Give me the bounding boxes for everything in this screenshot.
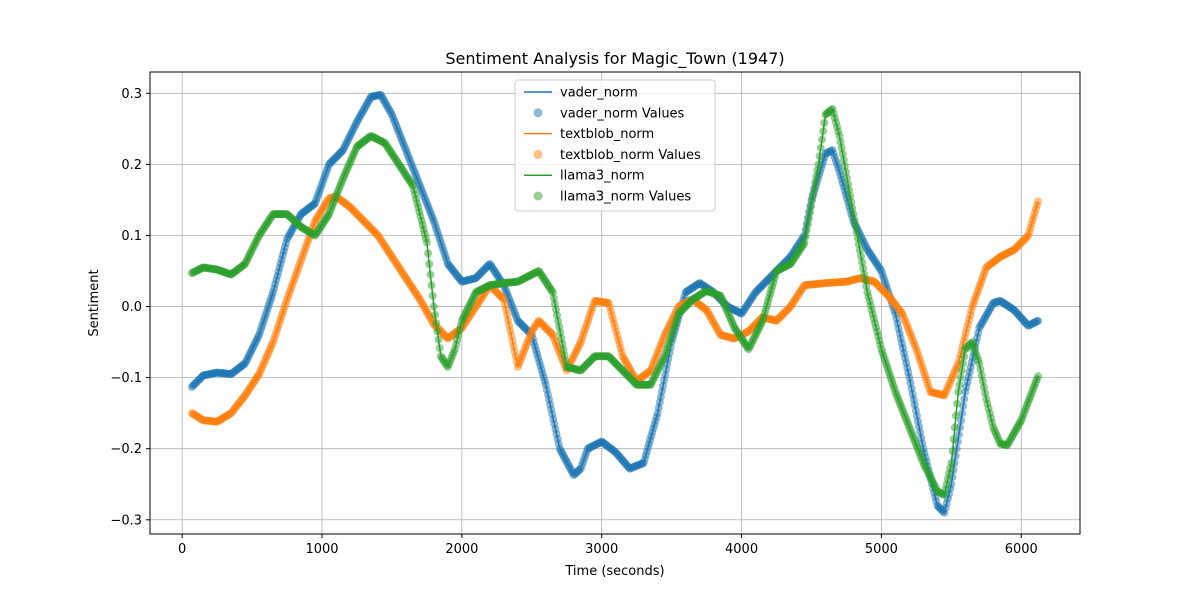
legend-marker-swatch (533, 149, 543, 159)
x-tick-label: 5000 (865, 542, 898, 557)
legend-marker-swatch (533, 191, 543, 201)
legend-label: textblob_norm Values (560, 148, 701, 163)
chart-title: Sentiment Analysis for Magic_Town (1947) (445, 49, 784, 69)
legend-box (514, 79, 716, 212)
x-tick-label: 2000 (445, 542, 478, 557)
x-tick-label: 0 (178, 542, 186, 557)
legend-label: llama3_norm (560, 169, 645, 184)
legend-label: vader_norm Values (560, 106, 685, 121)
y-tick-label: −0.1 (110, 371, 142, 386)
legend-label: vader_norm (560, 86, 638, 101)
x-tick-label: 3000 (585, 542, 618, 557)
legend: vader_norm vader_norm Values textblob_norm… (514, 79, 716, 212)
x-axis-title: Time (seconds) (564, 564, 664, 579)
axes-frame (149, 71, 1081, 535)
legend-label: llama3_norm Values (560, 190, 691, 205)
legend-label: textblob_norm (560, 127, 654, 142)
x-tick-label: 6000 (1005, 542, 1038, 557)
y-axis-title: Sentiment (87, 269, 102, 336)
series-llama3_norm (187, 104, 1043, 499)
ticks-layer: 0 1000 2000 3000 4000 5000 6000 −0.3 −0.2 −0.1 0.0… (110, 87, 1037, 557)
vader_norm-line (191, 93, 1039, 514)
legend-marker-swatch (533, 108, 543, 118)
textblob_norm-line (191, 195, 1039, 423)
y-tick-label: 0.3 (121, 87, 142, 102)
y-tick-label: 0.1 (121, 229, 142, 244)
llama3_norm-line (191, 108, 1039, 496)
x-tick-label: 1000 (305, 542, 338, 557)
x-tick-label: 4000 (725, 542, 758, 557)
y-tick-label: −0.2 (110, 442, 142, 457)
y-tick-label: 0.0 (121, 300, 142, 315)
series-layer (187, 90, 1043, 517)
y-tick-label: 0.2 (121, 158, 142, 173)
y-tick-label: −0.3 (110, 513, 142, 528)
